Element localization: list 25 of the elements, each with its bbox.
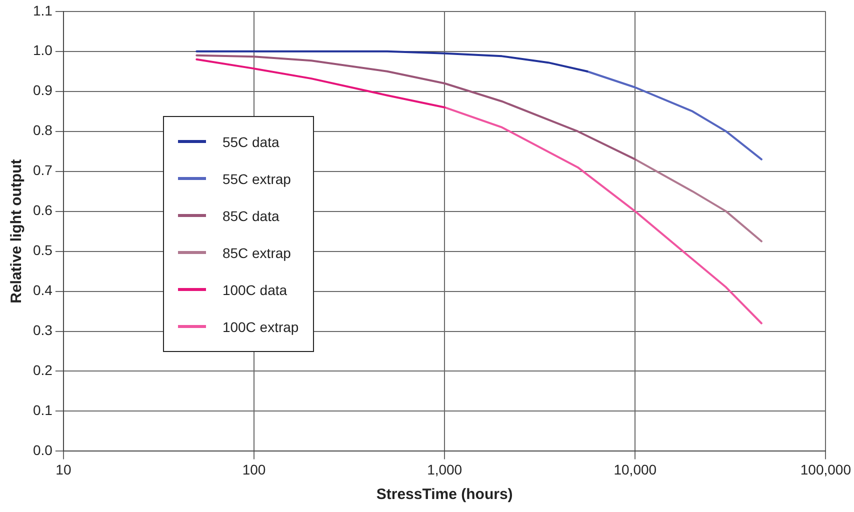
y-tick-label: 0.8 [32,122,53,138]
x-tick-label: 10 [56,461,72,478]
y-tick-label: 0.3 [32,322,53,338]
x-tick-label: 10,000 [614,461,657,478]
x-tick-label: 100,000 [800,461,852,478]
legend-label: 85C extrap [222,244,291,261]
y-tick-label: 0.9 [32,82,53,98]
y-axis-title: Relative light output [8,159,26,304]
legend-label: 100C extrap [222,318,299,335]
x-tick-label: 1,000 [427,461,462,478]
x-axis-title: StressTime (hours) [376,486,513,504]
y-tick-label: 0.6 [32,202,53,218]
y-tick-label: 1.1 [32,2,53,18]
legend-label: 55C extrap [222,170,291,187]
legend-label: 55C data [222,134,280,150]
legend-label: 100C data [222,282,288,298]
y-tick-label: 0.7 [32,162,53,178]
y-tick-label: 0.1 [32,402,53,418]
y-tick-label: 0.5 [32,242,53,258]
y-tick-label: 0.2 [32,362,53,378]
legend-label: 85C data [222,208,280,224]
y-tick-label: 1.0 [32,42,53,58]
y-tick-label: 0.0 [32,442,53,458]
x-tick-label: 100 [242,461,266,478]
y-tick-label: 0.4 [32,282,53,298]
